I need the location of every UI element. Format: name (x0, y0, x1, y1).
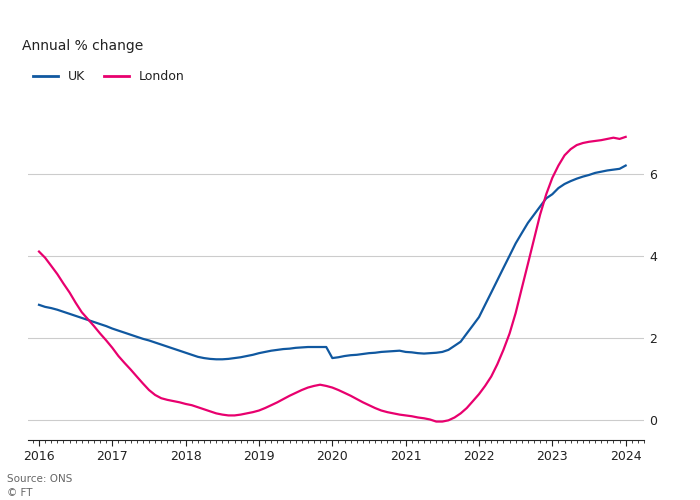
Legend: UK, London: UK, London (28, 66, 190, 88)
Text: Annual % change: Annual % change (22, 39, 143, 53)
Text: Source: ONS
© FT: Source: ONS © FT (7, 474, 72, 498)
